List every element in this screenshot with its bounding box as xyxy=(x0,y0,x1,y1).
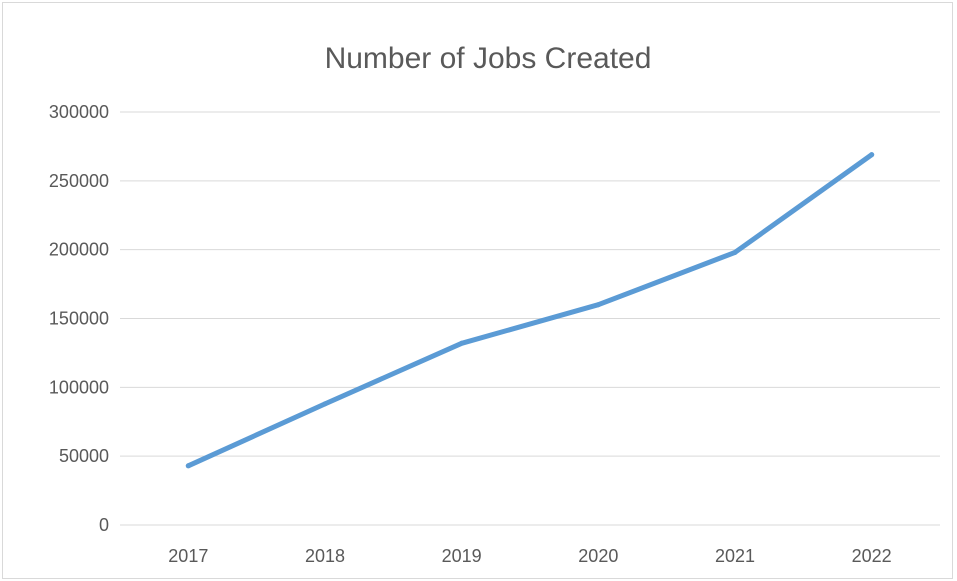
data-point xyxy=(732,249,738,255)
x-axis-ticks: 2017 2018 2019 2020 2021 2022 xyxy=(168,546,891,566)
data-point xyxy=(459,340,465,346)
data-point xyxy=(322,401,328,407)
y-tick-label: 0 xyxy=(99,515,109,535)
x-tick-label: 2022 xyxy=(852,546,892,566)
gridlines xyxy=(120,111,940,526)
data-point xyxy=(869,152,875,158)
chart-title: Number of Jobs Created xyxy=(325,42,652,75)
y-tick-label: 200000 xyxy=(49,240,109,260)
data-point xyxy=(595,302,601,308)
x-tick-label: 2017 xyxy=(168,546,208,566)
x-tick-label: 2020 xyxy=(578,546,618,566)
y-tick-label: 250000 xyxy=(49,171,109,191)
x-tick-label: 2021 xyxy=(715,546,755,566)
y-tick-label: 150000 xyxy=(49,309,109,329)
y-axis-ticks: 0 50000 100000 150000 200000 250000 300000 xyxy=(49,102,109,535)
series-layer xyxy=(185,152,875,469)
y-tick-label: 300000 xyxy=(49,102,109,122)
y-tick-label: 50000 xyxy=(59,446,109,466)
x-tick-label: 2018 xyxy=(305,546,345,566)
series-line xyxy=(185,152,875,469)
data-point xyxy=(185,463,191,469)
y-tick-label: 100000 xyxy=(49,377,109,397)
x-tick-label: 2019 xyxy=(442,546,482,566)
